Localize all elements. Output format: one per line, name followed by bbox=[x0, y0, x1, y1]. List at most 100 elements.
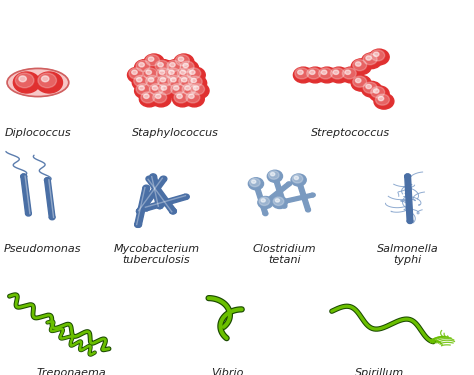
Polygon shape bbox=[45, 180, 55, 218]
Circle shape bbox=[353, 76, 367, 87]
Circle shape bbox=[135, 222, 141, 227]
Circle shape bbox=[146, 176, 153, 182]
Circle shape bbox=[254, 182, 258, 186]
Circle shape bbox=[144, 54, 164, 70]
Circle shape bbox=[38, 73, 56, 88]
Circle shape bbox=[160, 176, 167, 182]
Circle shape bbox=[166, 75, 186, 90]
Circle shape bbox=[249, 178, 260, 187]
Circle shape bbox=[174, 92, 188, 103]
Circle shape bbox=[321, 70, 327, 75]
Circle shape bbox=[273, 174, 277, 178]
Circle shape bbox=[139, 91, 159, 107]
Circle shape bbox=[271, 172, 275, 176]
Polygon shape bbox=[135, 188, 150, 225]
Circle shape bbox=[185, 86, 191, 90]
Circle shape bbox=[148, 57, 154, 62]
Circle shape bbox=[405, 174, 410, 178]
Circle shape bbox=[356, 78, 361, 83]
Text: Pseudomonas: Pseudomonas bbox=[4, 244, 82, 254]
Circle shape bbox=[374, 52, 379, 57]
Circle shape bbox=[143, 68, 157, 79]
Circle shape bbox=[135, 60, 155, 75]
Polygon shape bbox=[296, 180, 310, 210]
Circle shape bbox=[156, 75, 176, 90]
Text: Salmonella
typhi: Salmonella typhi bbox=[377, 244, 438, 266]
Polygon shape bbox=[264, 182, 291, 204]
Circle shape bbox=[188, 76, 202, 87]
Circle shape bbox=[155, 94, 161, 99]
Circle shape bbox=[165, 60, 185, 75]
Circle shape bbox=[182, 78, 187, 82]
Circle shape bbox=[277, 201, 282, 204]
Circle shape bbox=[174, 54, 194, 70]
Circle shape bbox=[407, 219, 413, 224]
Circle shape bbox=[128, 67, 147, 83]
Circle shape bbox=[135, 222, 141, 227]
Circle shape bbox=[362, 81, 382, 97]
Circle shape bbox=[189, 94, 194, 99]
Circle shape bbox=[21, 174, 27, 178]
Polygon shape bbox=[150, 176, 163, 207]
Circle shape bbox=[21, 174, 27, 178]
Circle shape bbox=[193, 86, 199, 90]
Circle shape bbox=[49, 215, 55, 220]
Circle shape bbox=[182, 84, 196, 95]
Circle shape bbox=[306, 208, 310, 212]
Circle shape bbox=[154, 60, 173, 75]
Circle shape bbox=[143, 206, 149, 211]
Circle shape bbox=[156, 68, 171, 79]
Circle shape bbox=[366, 84, 372, 89]
Circle shape bbox=[42, 76, 49, 82]
Text: Clostridium
tetani: Clostridium tetani bbox=[253, 244, 316, 266]
Circle shape bbox=[160, 78, 166, 82]
Circle shape bbox=[155, 60, 169, 71]
Circle shape bbox=[363, 54, 377, 64]
Circle shape bbox=[296, 178, 301, 182]
Circle shape bbox=[369, 49, 389, 65]
Circle shape bbox=[166, 68, 180, 79]
Circle shape bbox=[143, 206, 149, 211]
Circle shape bbox=[185, 67, 205, 83]
Circle shape bbox=[295, 68, 309, 79]
Circle shape bbox=[177, 75, 197, 90]
Circle shape bbox=[173, 86, 179, 90]
Circle shape bbox=[184, 91, 204, 107]
Circle shape bbox=[156, 203, 163, 208]
Circle shape bbox=[141, 92, 155, 103]
Polygon shape bbox=[254, 183, 268, 214]
Circle shape bbox=[169, 70, 174, 75]
Circle shape bbox=[317, 67, 337, 83]
Circle shape bbox=[378, 96, 384, 101]
Circle shape bbox=[190, 70, 195, 75]
Circle shape bbox=[369, 86, 389, 102]
Polygon shape bbox=[279, 193, 313, 204]
Circle shape bbox=[263, 201, 268, 204]
Circle shape bbox=[45, 178, 50, 182]
Polygon shape bbox=[145, 194, 187, 211]
Circle shape bbox=[144, 94, 149, 99]
Circle shape bbox=[374, 93, 394, 109]
Circle shape bbox=[168, 75, 182, 87]
Circle shape bbox=[180, 61, 194, 72]
Polygon shape bbox=[137, 177, 166, 213]
Circle shape bbox=[157, 83, 177, 99]
Circle shape bbox=[362, 53, 382, 69]
Circle shape bbox=[191, 78, 197, 83]
Circle shape bbox=[132, 70, 137, 75]
Circle shape bbox=[329, 67, 349, 83]
Circle shape bbox=[156, 203, 163, 208]
Circle shape bbox=[15, 73, 34, 88]
Circle shape bbox=[273, 174, 277, 178]
Circle shape bbox=[187, 68, 201, 79]
Circle shape bbox=[150, 174, 156, 179]
Circle shape bbox=[171, 84, 185, 95]
Circle shape bbox=[143, 185, 150, 190]
Circle shape bbox=[263, 212, 268, 216]
Circle shape bbox=[252, 180, 256, 183]
Text: Diplococcus: Diplococcus bbox=[5, 128, 71, 138]
Circle shape bbox=[275, 199, 280, 202]
Circle shape bbox=[366, 56, 372, 60]
Circle shape bbox=[310, 193, 315, 197]
Circle shape bbox=[137, 209, 143, 214]
